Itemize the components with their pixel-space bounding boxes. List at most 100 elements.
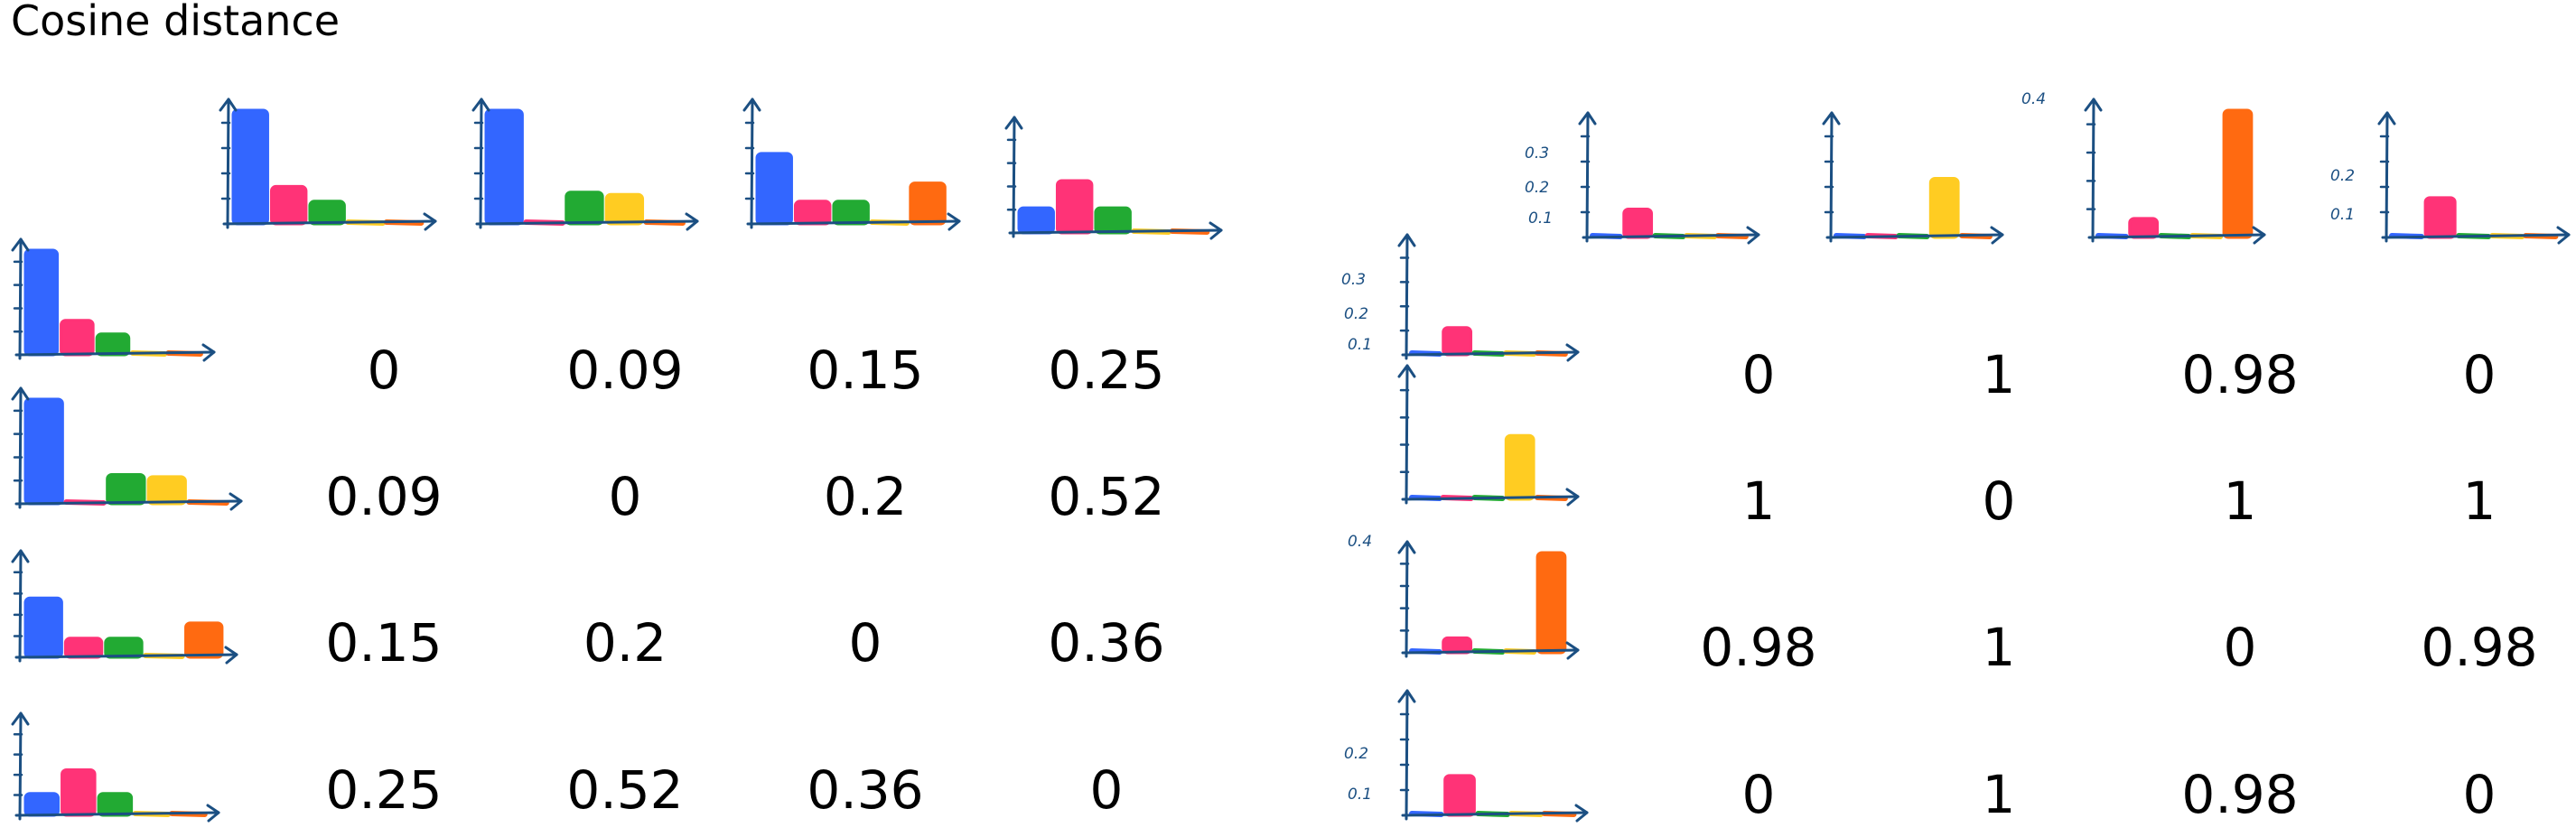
x-axis-arrowhead bbox=[1746, 226, 1760, 245]
y-axis-arrowhead bbox=[219, 98, 238, 112]
x-axis bbox=[1825, 233, 2004, 239]
x-axis-arrowhead bbox=[947, 212, 961, 231]
pink-bar bbox=[2128, 217, 2160, 239]
x-axis bbox=[1401, 350, 1580, 357]
x-axis-arrowhead bbox=[224, 646, 238, 665]
blue-bar bbox=[23, 596, 63, 659]
pink-bar bbox=[1055, 179, 1094, 235]
right-matrix-cell: 1 bbox=[1982, 617, 2016, 678]
y-axis-arrowhead bbox=[742, 98, 761, 112]
x-axis-arrowhead bbox=[1209, 221, 1223, 240]
x-axis-arrowhead bbox=[2556, 226, 2571, 245]
yellow-bar bbox=[604, 192, 645, 226]
orange-bar bbox=[909, 181, 947, 226]
left-col-header-hist-3 bbox=[742, 98, 961, 231]
y-axis-arrowhead bbox=[11, 711, 30, 726]
right-matrix-cell: 0.98 bbox=[2181, 344, 2299, 405]
left-matrix-cell: 0.15 bbox=[325, 612, 443, 674]
tick-label: 0.1 bbox=[1528, 209, 1554, 228]
right-matrix-cell: 0 bbox=[1741, 764, 1776, 825]
y-axis-arrowhead bbox=[1397, 233, 1416, 247]
right-matrix-cell: 1 bbox=[2223, 470, 2257, 532]
pink-bar bbox=[61, 768, 97, 817]
x-axis bbox=[14, 350, 216, 357]
left-col-header-hist-2 bbox=[471, 98, 699, 231]
right-matrix-cell: 0.98 bbox=[1700, 617, 1817, 678]
x-axis bbox=[2381, 233, 2571, 239]
left-matrix-cell: 0.25 bbox=[1048, 339, 1165, 401]
left-matrix-cell: 0.52 bbox=[566, 759, 684, 821]
right-matrix-cell: 0.98 bbox=[2421, 617, 2538, 678]
y-axis bbox=[1585, 111, 1590, 243]
right-row-header-hist-3 bbox=[1397, 540, 1580, 660]
blue-bar bbox=[23, 792, 61, 817]
tick-label: 0.1 bbox=[1348, 336, 1373, 354]
x-axis-arrowhead bbox=[229, 492, 243, 511]
y-axis-arrowhead bbox=[1004, 116, 1023, 130]
right-matrix-cell: 0 bbox=[2462, 344, 2497, 405]
left-matrix-cell: 0 bbox=[848, 612, 882, 674]
right-col-header-hist-2 bbox=[1822, 111, 2004, 245]
x-axis bbox=[14, 811, 220, 817]
left-matrix-cell: 0.09 bbox=[325, 466, 443, 527]
x-axis-arrowhead bbox=[685, 212, 699, 231]
y-axis bbox=[750, 98, 754, 229]
x-axis bbox=[1582, 233, 1760, 239]
y-axis bbox=[1405, 540, 1409, 658]
x-axis-arrowhead bbox=[2252, 226, 2266, 245]
y-axis bbox=[1405, 689, 1409, 821]
tick-label: 0.3 bbox=[1341, 271, 1367, 289]
left-matrix-cell: 0.36 bbox=[807, 759, 924, 821]
right-matrix-cell: 1 bbox=[1982, 344, 2016, 405]
left-matrix-cell: 0.36 bbox=[1048, 612, 1165, 674]
y-axis-arrowhead bbox=[11, 237, 30, 252]
yellow-bar bbox=[146, 475, 187, 506]
pink-bar bbox=[1442, 326, 1473, 357]
x-axis-arrowhead bbox=[1565, 488, 1580, 507]
pink-bar bbox=[793, 200, 832, 226]
x-axis-arrowhead bbox=[1565, 641, 1580, 660]
green-bar bbox=[832, 200, 870, 226]
left-matrix-cell: 0.2 bbox=[823, 466, 908, 527]
pink-bar bbox=[2423, 196, 2457, 239]
x-axis-arrowhead bbox=[1565, 343, 1580, 362]
right-col-header-hist-1 bbox=[1578, 111, 1760, 245]
orange-bar bbox=[184, 621, 224, 659]
green-bar bbox=[104, 637, 144, 659]
pink-bar bbox=[63, 637, 104, 659]
x-axis bbox=[1401, 648, 1580, 655]
blue-bar bbox=[484, 108, 524, 226]
right-col-header-hist-3 bbox=[2084, 98, 2266, 245]
right-matrix-cell: 0 bbox=[1982, 470, 2016, 532]
y-axis bbox=[18, 549, 23, 663]
right-row-header-hist-1 bbox=[1397, 233, 1580, 362]
y-axis-arrowhead bbox=[1822, 111, 1841, 126]
green-bar bbox=[106, 473, 146, 506]
x-axis bbox=[1008, 228, 1223, 235]
right-matrix-cell: 0.98 bbox=[2181, 764, 2299, 825]
left-matrix-cell: 0 bbox=[1089, 759, 1124, 821]
right-col-header-hist-4 bbox=[2377, 111, 2571, 245]
blue-bar bbox=[755, 152, 793, 226]
green-bar bbox=[308, 200, 346, 226]
x-axis-arrowhead bbox=[1574, 804, 1589, 823]
left-matrix-cell: 0.52 bbox=[1048, 466, 1165, 527]
y-axis bbox=[2091, 98, 2095, 243]
x-axis bbox=[1401, 495, 1580, 501]
x-axis bbox=[14, 653, 238, 659]
y-axis bbox=[18, 386, 23, 509]
y-axis-arrowhead bbox=[11, 386, 30, 401]
y-axis-arrowhead bbox=[471, 98, 490, 112]
y-axis-arrowhead bbox=[11, 549, 30, 563]
tick-label: 0.4 bbox=[1348, 533, 1373, 551]
tick-label: 0.2 bbox=[1525, 179, 1550, 197]
y-axis bbox=[226, 98, 230, 229]
tick-label: 0.2 bbox=[2330, 167, 2356, 185]
x-axis bbox=[222, 219, 437, 226]
tick-label: 0.2 bbox=[1344, 305, 1369, 323]
tick-label: 0.1 bbox=[1348, 786, 1373, 804]
x-axis bbox=[14, 499, 243, 506]
y-axis bbox=[18, 237, 23, 360]
right-matrix-cell: 1 bbox=[1982, 764, 2016, 825]
y-axis bbox=[18, 711, 23, 821]
